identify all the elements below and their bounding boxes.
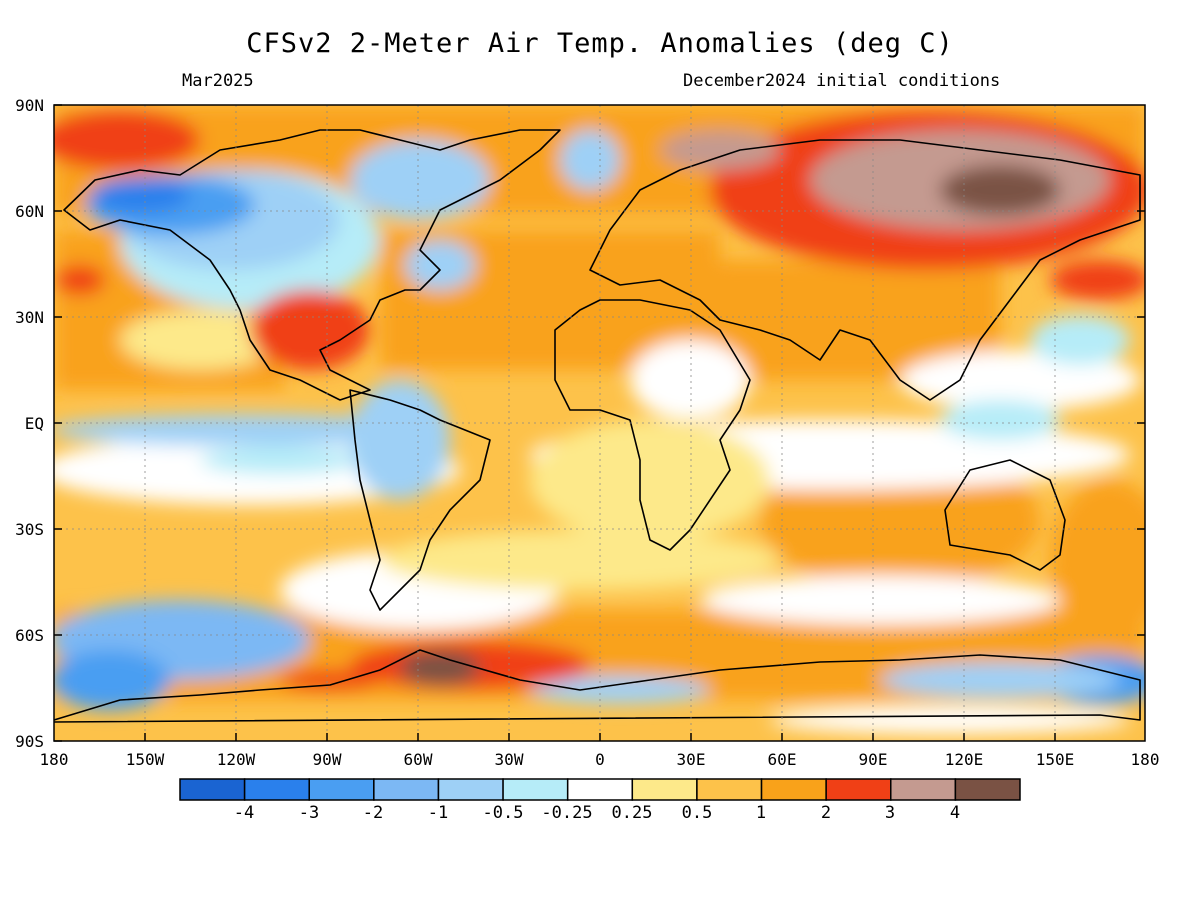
- map-title: CFSv2 2-Meter Air Temp. Anomalies (deg C…: [246, 28, 954, 59]
- legend-swatch: [502, 778, 569, 801]
- lon-label-180w: 180: [39, 750, 69, 769]
- legend-label: 1: [755, 803, 767, 823]
- lat-label-30s: 30S: [15, 520, 44, 539]
- initial-conditions-label: December2024 initial conditions: [683, 71, 1001, 91]
- lon-label-120w: 120W: [216, 750, 256, 769]
- legend-label: -2: [362, 803, 384, 823]
- legend-swatch: [179, 778, 246, 801]
- legend-swatch: [373, 778, 440, 801]
- legend-swatch: [760, 778, 827, 801]
- lon-label-30w: 30W: [494, 750, 524, 769]
- legend-swatch: [825, 778, 892, 801]
- lat-label-eq: EQ: [24, 414, 44, 433]
- legend-label: 0.25: [611, 803, 653, 823]
- legend-swatch: [696, 778, 763, 801]
- lon-label-180e: 180: [1130, 750, 1160, 769]
- legend-label: 3: [884, 803, 896, 823]
- lon-label-30e: 30E: [676, 750, 706, 769]
- lon-label-60w: 60W: [403, 750, 433, 769]
- legend-swatch: [243, 778, 310, 801]
- lon-label-0: 0: [595, 750, 605, 769]
- lon-label-90e: 90E: [858, 750, 888, 769]
- lon-label-150e: 150E: [1035, 750, 1075, 769]
- lat-label-90n: 90N: [15, 96, 44, 115]
- legend-swatch: [954, 778, 1021, 801]
- coastlines: [53, 129, 1141, 723]
- anomaly-field: [54, 105, 1145, 741]
- legend-label: -1: [427, 803, 449, 823]
- lon-label-90w: 90W: [312, 750, 342, 769]
- legend-colorbar: [179, 778, 1021, 801]
- lon-label-150w: 150W: [125, 750, 165, 769]
- lon-label-120e: 120E: [944, 750, 984, 769]
- legend-swatch: [890, 778, 957, 801]
- lat-label-30n: 30N: [15, 308, 44, 327]
- lon-label-60e: 60E: [767, 750, 797, 769]
- axis-ticks: [54, 104, 1145, 742]
- graticule: [54, 105, 1145, 741]
- lat-label-60n: 60N: [15, 202, 44, 221]
- legend-label: -3: [298, 803, 320, 823]
- legend-label: -4: [233, 803, 255, 823]
- legend-label: 2: [820, 803, 832, 823]
- legend-label: -0.5: [482, 803, 524, 823]
- legend-swatch: [631, 778, 698, 801]
- valid-month-label: Mar2025: [182, 71, 254, 91]
- legend-swatch: [308, 778, 375, 801]
- legend-swatch: [566, 778, 634, 801]
- lat-label-60s: 60S: [15, 626, 44, 645]
- legend-label: 4: [949, 803, 961, 823]
- lat-label-90s: 90S: [15, 732, 44, 751]
- legend-label: 0.5: [681, 803, 713, 823]
- legend-swatch: [437, 778, 504, 801]
- legend-label: -0.25: [541, 803, 593, 823]
